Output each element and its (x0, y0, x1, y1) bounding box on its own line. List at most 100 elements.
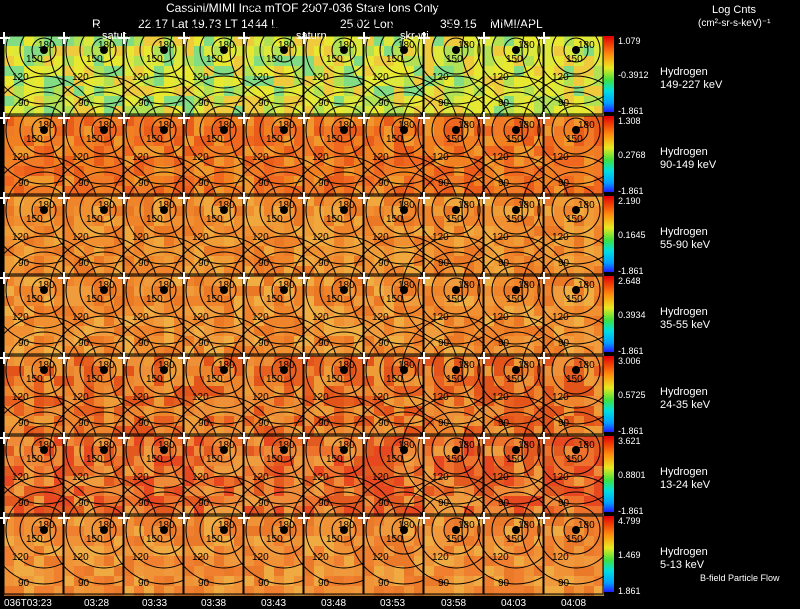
contour-label: 150 (206, 294, 223, 305)
contour-label: 150 (86, 454, 103, 465)
contour-label: 180 (518, 120, 535, 131)
contour-label: 90 (378, 498, 390, 509)
contour-label: 180 (218, 200, 235, 211)
contour-label: 180 (578, 360, 595, 371)
contour-label: 120 (72, 552, 89, 563)
contour-label: 150 (506, 294, 523, 305)
contour-label: 180 (578, 280, 595, 291)
image-panel (289, 0, 399, 116)
contour-label: 180 (338, 40, 355, 51)
image-panel (289, 75, 399, 196)
contour-label: 90 (258, 258, 270, 269)
contour-label: 180 (98, 40, 115, 51)
contour-label: 90 (378, 418, 390, 429)
contour-label: 150 (446, 214, 463, 225)
contour-label: 90 (498, 578, 510, 589)
contour-label: 150 (206, 214, 223, 225)
species-label: Hydrogen (660, 546, 708, 558)
contour-label: 120 (192, 472, 209, 483)
energy-label: 24-35 keV (660, 399, 711, 411)
contour-label: 180 (278, 440, 295, 451)
image-panel (521, 0, 631, 116)
units-label: (cm²-sr-s-keV)⁻¹ (698, 18, 771, 29)
contour-label: 120 (12, 552, 29, 563)
contour-label: 180 (518, 280, 535, 291)
contour-label: 150 (266, 454, 283, 465)
contour-label: 150 (326, 54, 343, 65)
contour-label: 120 (252, 152, 269, 163)
contour-label: 180 (218, 360, 235, 371)
contour-label: 120 (552, 152, 569, 163)
contour-label: 150 (446, 374, 463, 385)
colorbar (604, 436, 614, 512)
contour-label: 120 (552, 392, 569, 403)
colorbar-tick: -1.861 (618, 186, 644, 196)
image-panel (109, 315, 219, 436)
colorbar-tick: 1.308 (618, 116, 641, 126)
image-panel (0, 235, 99, 356)
contour-label: 180 (158, 120, 175, 131)
contour-label: 180 (518, 200, 535, 211)
contour-label: 120 (372, 392, 389, 403)
image-panel (0, 475, 99, 596)
row-label: Hydrogen 24-35 keV (660, 386, 710, 412)
image-panel (109, 235, 219, 356)
contour-label: 90 (378, 258, 390, 269)
contour-label: 120 (432, 72, 449, 83)
contour-label: 90 (138, 578, 150, 589)
contour-label: 120 (372, 232, 389, 243)
contour-label: 180 (458, 200, 475, 211)
colorbar-tick: -1.861 (618, 426, 644, 436)
energy-label: 35-55 keV (660, 319, 711, 331)
image-panel (521, 235, 631, 356)
contour-label: 90 (438, 178, 450, 189)
contour-label: 120 (192, 552, 209, 563)
contour-label: 90 (498, 498, 510, 509)
contour-label: 150 (146, 374, 163, 385)
contour-label: 180 (218, 40, 235, 51)
time-label: 04:03 (501, 598, 527, 609)
time-label: 03:48 (321, 598, 347, 609)
contour-label: 150 (326, 134, 343, 145)
image-panel (521, 75, 631, 196)
contour-label: 90 (78, 98, 90, 109)
contour-label: 150 (266, 294, 283, 305)
contour-label: 120 (492, 72, 509, 83)
contour-label: 120 (192, 152, 209, 163)
contour-label: 150 (146, 294, 163, 305)
contour-label: 90 (438, 258, 450, 269)
image-panel (49, 315, 159, 436)
contour-label: 180 (458, 440, 475, 451)
species-label: Hydrogen (660, 466, 708, 478)
colorbar (604, 516, 614, 592)
contour-label: 90 (498, 98, 510, 109)
time-label: 03:43 (261, 598, 287, 609)
image-panel (521, 475, 631, 596)
contour-label: 120 (552, 472, 569, 483)
contour-label: 180 (398, 520, 415, 531)
contour-label: 120 (552, 72, 569, 83)
contour-label: 120 (252, 72, 269, 83)
row-label: Hydrogen 35-55 keV (660, 306, 710, 332)
colorbar-tick: 0.3934 (618, 310, 646, 320)
contour-label: 180 (38, 520, 55, 531)
contour-label: 150 (26, 374, 43, 385)
contour-label: 180 (38, 280, 55, 291)
contour-label: 150 (446, 294, 463, 305)
colorbar-tick: 0.5725 (618, 390, 646, 400)
contour-label: 120 (132, 552, 149, 563)
contour-label: 180 (38, 120, 55, 131)
energy-label: 55-90 keV (660, 239, 711, 251)
contour-label: 150 (566, 214, 583, 225)
contour-label: 120 (132, 232, 149, 243)
contour-label: 120 (372, 72, 389, 83)
contour-label: 180 (578, 200, 595, 211)
contour-label: 120 (252, 552, 269, 563)
contour-label: 180 (458, 120, 475, 131)
contour-label: 90 (78, 418, 90, 429)
contour-label: 180 (518, 40, 535, 51)
contour-label: 150 (86, 134, 103, 145)
contour-label: 120 (12, 232, 29, 243)
contour-label: 150 (26, 54, 43, 65)
image-panel (349, 475, 459, 596)
